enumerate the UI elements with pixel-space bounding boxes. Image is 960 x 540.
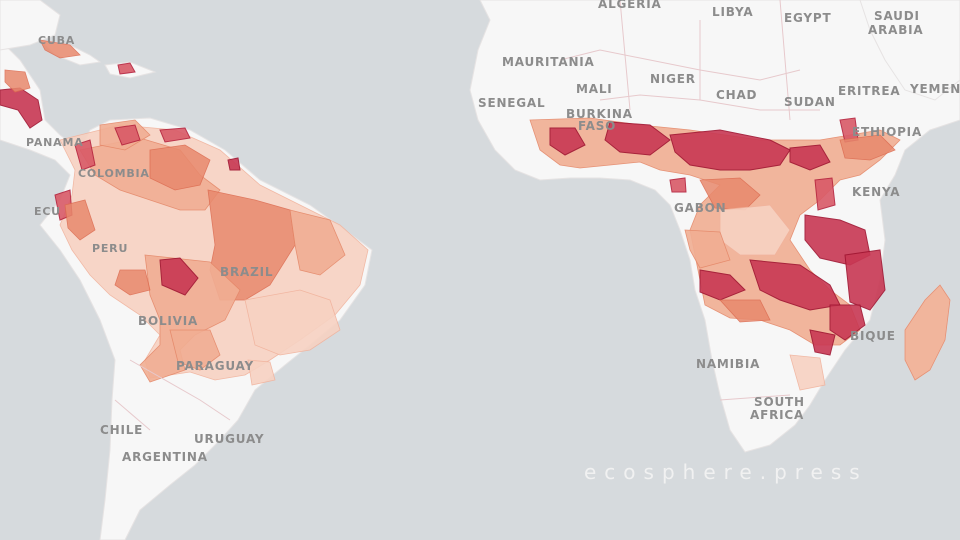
label-namibia: NAMIBIA <box>696 357 760 371</box>
label-ethiopia: ETHIOPIA <box>852 125 922 139</box>
label-mozambique: BIQUE <box>850 329 896 343</box>
label-senegal: SENEGAL <box>478 96 545 110</box>
label-sudan: SUDAN <box>784 95 836 109</box>
africa-regions <box>529 117 951 391</box>
label-eritrea: ERITREA <box>838 84 900 98</box>
label-yemen: YEMEN <box>909 82 960 96</box>
label-niger: NIGER <box>650 72 696 86</box>
label-mali: MALI <box>576 82 613 96</box>
label-chile: CHILE <box>100 423 143 437</box>
label-burkina-2: FASO <box>578 119 616 133</box>
label-cuba: CUBA <box>38 34 75 47</box>
label-libya: LIBYA <box>712 5 753 19</box>
label-saudi-1: SAUDI <box>874 9 920 23</box>
label-brazil: BRAZIL <box>220 265 273 279</box>
label-argentina: ARGENTINA <box>122 450 208 464</box>
country-labels: ALGERIA LIBYA EGYPT SAUDI ARABIA MAURITA… <box>26 0 960 464</box>
label-colombia: COLOMBIA <box>78 167 150 180</box>
label-mauritania: MAURITANIA <box>502 55 595 69</box>
label-panama: PANAMA <box>26 136 84 149</box>
label-uruguay: URUGUAY <box>194 432 264 446</box>
south-america-regions <box>0 39 369 386</box>
label-paraguay: PARAGUAY <box>176 359 254 373</box>
label-saudi-2: ARABIA <box>868 23 924 37</box>
label-south-africa-2: AFRICA <box>750 408 804 422</box>
label-ecuador: ECU <box>34 205 61 218</box>
label-south-africa-1: SOUTH <box>754 395 805 409</box>
label-bolivia: BOLIVIA <box>138 314 198 328</box>
label-egypt: EGYPT <box>784 11 831 25</box>
label-kenya: KENYA <box>852 185 900 199</box>
label-algeria: ALGERIA <box>598 0 662 11</box>
label-burkina-1: BURKINA <box>566 107 633 121</box>
watermark: ecosphere.press <box>584 460 868 484</box>
label-peru: PERU <box>92 242 128 255</box>
label-gabon: GABON <box>674 201 727 215</box>
country-borders <box>114 0 820 431</box>
label-chad: CHAD <box>716 88 757 102</box>
